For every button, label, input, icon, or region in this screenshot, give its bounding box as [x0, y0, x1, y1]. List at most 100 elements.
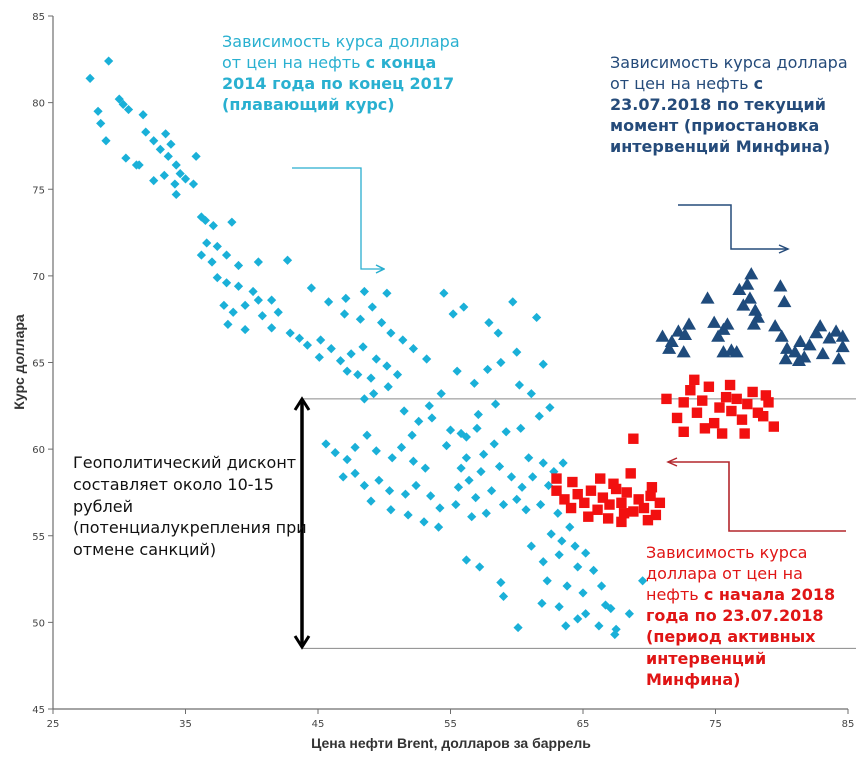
- point-active_interventions: [678, 426, 689, 437]
- x-tick-label: 45: [312, 719, 325, 730]
- point-active_interventions: [642, 514, 654, 526]
- point-suspended_interventions: [711, 329, 726, 342]
- point-floating: [118, 99, 128, 109]
- point-suspended_interventions: [793, 334, 808, 347]
- point-floating: [521, 505, 531, 515]
- point-floating: [436, 389, 446, 399]
- point-active_interventions: [654, 497, 666, 509]
- point-suspended_interventions: [736, 298, 751, 311]
- annotation-suspended-plain: Зависимость курса доллара от цен на нефт…: [610, 53, 848, 94]
- point-floating: [353, 370, 363, 380]
- point-floating: [424, 401, 434, 411]
- point-floating: [408, 344, 418, 354]
- point-floating: [554, 550, 564, 560]
- point-floating: [481, 508, 491, 518]
- point-floating: [200, 215, 210, 226]
- point-floating: [461, 453, 471, 463]
- point-floating: [453, 482, 464, 492]
- point-active_interventions: [633, 494, 644, 505]
- point-suspended_interventions: [720, 317, 735, 330]
- point-floating: [386, 505, 396, 515]
- point-floating: [257, 311, 267, 321]
- point-active_interventions: [579, 497, 590, 509]
- point-floating: [546, 529, 556, 539]
- point-suspended_interventions: [676, 345, 691, 358]
- point-active_interventions: [699, 423, 711, 434]
- point-active_interventions: [565, 502, 577, 514]
- point-floating: [350, 442, 360, 452]
- point-floating: [514, 380, 524, 390]
- point-suspended_interventions: [835, 339, 850, 353]
- annotation-arrows: [292, 167, 846, 532]
- point-active_interventions: [567, 476, 578, 488]
- point-floating: [202, 238, 212, 248]
- point-floating: [600, 600, 611, 610]
- point-floating: [321, 439, 331, 449]
- point-floating: [219, 300, 229, 310]
- point-active_interventions: [714, 402, 725, 413]
- point-floating: [467, 512, 477, 522]
- point-active_interventions: [739, 428, 750, 439]
- point-floating: [208, 221, 218, 231]
- point-active_interventions: [551, 473, 562, 484]
- annotation-floating-rate: Зависимость курса доллара от цен на нефт…: [222, 31, 462, 115]
- point-floating: [324, 297, 334, 307]
- x-tick-label: 35: [179, 719, 192, 730]
- point-floating: [326, 344, 336, 354]
- point-floating: [267, 323, 277, 333]
- point-floating: [459, 302, 469, 312]
- point-floating: [338, 472, 348, 482]
- x-tick-label: 55: [444, 719, 457, 730]
- point-floating: [96, 118, 106, 129]
- point-floating: [524, 453, 534, 463]
- discount-double-arrow: [293, 396, 311, 650]
- point-floating: [471, 493, 481, 503]
- point-floating: [493, 328, 503, 338]
- point-floating: [419, 517, 429, 527]
- point-floating: [545, 402, 555, 413]
- point-floating: [161, 129, 171, 139]
- point-suspended_interventions: [655, 329, 670, 342]
- point-floating: [427, 413, 437, 423]
- y-tick-label: 60: [32, 445, 45, 456]
- point-floating: [121, 153, 131, 163]
- point-floating: [285, 328, 295, 338]
- point-floating: [475, 562, 485, 572]
- point-floating: [355, 314, 365, 324]
- cyan-callout-arrow: [292, 167, 384, 269]
- point-floating: [228, 307, 238, 317]
- point-floating: [294, 333, 305, 343]
- annotation-active-plain: Зависимость курса доллара от цен на нефт…: [646, 543, 808, 605]
- point-floating: [538, 557, 548, 567]
- point-floating: [342, 366, 352, 376]
- point-active_interventions: [708, 417, 720, 429]
- point-active_interventions: [572, 488, 583, 500]
- point-floating: [624, 609, 634, 619]
- point-floating: [330, 447, 340, 458]
- point-floating: [221, 250, 232, 260]
- point-active_interventions: [604, 499, 615, 510]
- annotation-geopolitical-discount: Геополитический дисконт составляет около…: [73, 453, 307, 559]
- point-floating: [512, 494, 522, 504]
- point-active_interventions: [703, 381, 715, 392]
- point-floating: [306, 283, 316, 293]
- point-floating: [433, 522, 444, 532]
- point-floating: [342, 454, 352, 465]
- point-floating: [398, 335, 408, 345]
- point-active_interventions: [583, 511, 594, 522]
- point-floating: [369, 389, 379, 399]
- point-active_interventions: [618, 508, 630, 519]
- y-tick-label: 55: [32, 532, 45, 543]
- point-floating: [392, 370, 403, 380]
- point-floating: [498, 499, 509, 510]
- point-floating: [383, 382, 393, 392]
- point-floating: [411, 480, 421, 491]
- y-tick-label: 65: [32, 359, 45, 370]
- point-suspended_interventions: [746, 317, 761, 330]
- point-floating: [558, 458, 568, 468]
- point-floating: [606, 603, 616, 614]
- point-floating: [93, 106, 103, 116]
- point-active_interventions: [592, 504, 603, 515]
- point-floating: [171, 189, 181, 200]
